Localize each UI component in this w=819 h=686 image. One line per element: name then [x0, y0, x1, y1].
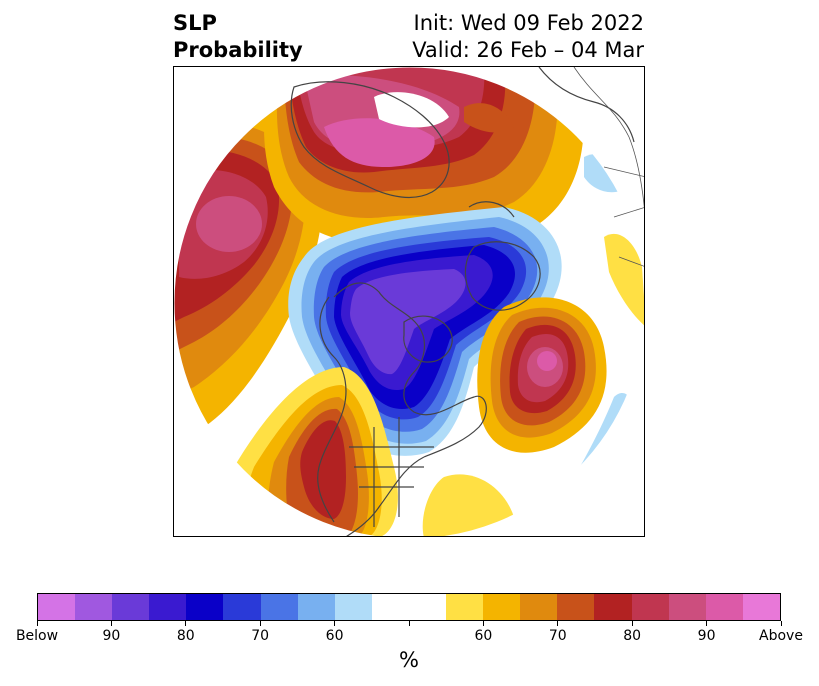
colorbar-tick — [334, 621, 336, 626]
colorbar-tick-label: 70 — [251, 628, 270, 644]
colorbar-tick — [631, 621, 633, 626]
init-date: Init: Wed 09 Feb 2022 — [413, 11, 644, 35]
colorbar-tick — [185, 621, 187, 626]
colorbar-segment — [112, 594, 150, 620]
valid-dates: Valid: 26 Feb – 04 Mar — [412, 38, 644, 62]
colorbar-segment — [705, 594, 743, 620]
colorbar-tick-label: 80 — [623, 628, 642, 644]
title-line-1: SLP — [173, 11, 217, 35]
probability-fill — [174, 67, 644, 536]
polar-stereographic-map — [174, 67, 644, 536]
colorbar-tick — [482, 621, 484, 626]
country-borders — [573, 67, 644, 267]
colorbar-tick — [780, 621, 782, 626]
map-title: SLP Probability — [173, 10, 303, 64]
colorbar-segment — [297, 594, 335, 620]
colorbar-segment — [149, 594, 187, 620]
colorbar-segment — [75, 594, 113, 620]
colorbar-segment — [520, 594, 558, 620]
colorbar-segment — [557, 594, 595, 620]
coastlines — [290, 67, 635, 536]
colorbar-tick-label: Below — [15, 628, 59, 644]
colorbar-segment — [483, 594, 521, 620]
colorbar-segment — [742, 594, 780, 620]
colorbar-segment — [594, 594, 632, 620]
colorbar-segment — [371, 594, 409, 620]
colorbar-tick — [408, 621, 410, 626]
colorbar-tick — [557, 621, 559, 626]
colorbar-tick — [706, 621, 708, 626]
title-line-2: Probability — [173, 38, 303, 62]
colorbar-tick-label: Above — [759, 628, 803, 644]
colorbar-tick — [36, 621, 38, 626]
colorbar-tick-label: 80 — [176, 628, 195, 644]
colorbar-segment — [334, 594, 372, 620]
colorbar-segment — [446, 594, 484, 620]
colorbar-unit-label: % — [399, 648, 419, 672]
colorbar-segment — [223, 594, 261, 620]
colorbar-segment — [186, 594, 224, 620]
colorbar-tick-label: 90 — [102, 628, 121, 644]
colorbar-segment — [38, 594, 76, 620]
colorbar-segment — [260, 594, 298, 620]
colorbar — [37, 593, 781, 621]
colorbar-tick — [110, 621, 112, 626]
colorbar-tick-label: 60 — [474, 628, 493, 644]
colorbar-tick-label: 90 — [697, 628, 716, 644]
colorbar-tick-label: 60 — [325, 628, 344, 644]
colorbar-segment — [408, 594, 447, 620]
colorbar-segment — [631, 594, 669, 620]
colorbar-segment — [668, 594, 706, 620]
colorbar-tick-label: 70 — [548, 628, 567, 644]
probability-map — [173, 66, 645, 537]
valid-period: Init: Wed 09 Feb 2022 Valid: 26 Feb – 04… — [412, 10, 644, 64]
colorbar-tick — [259, 621, 261, 626]
